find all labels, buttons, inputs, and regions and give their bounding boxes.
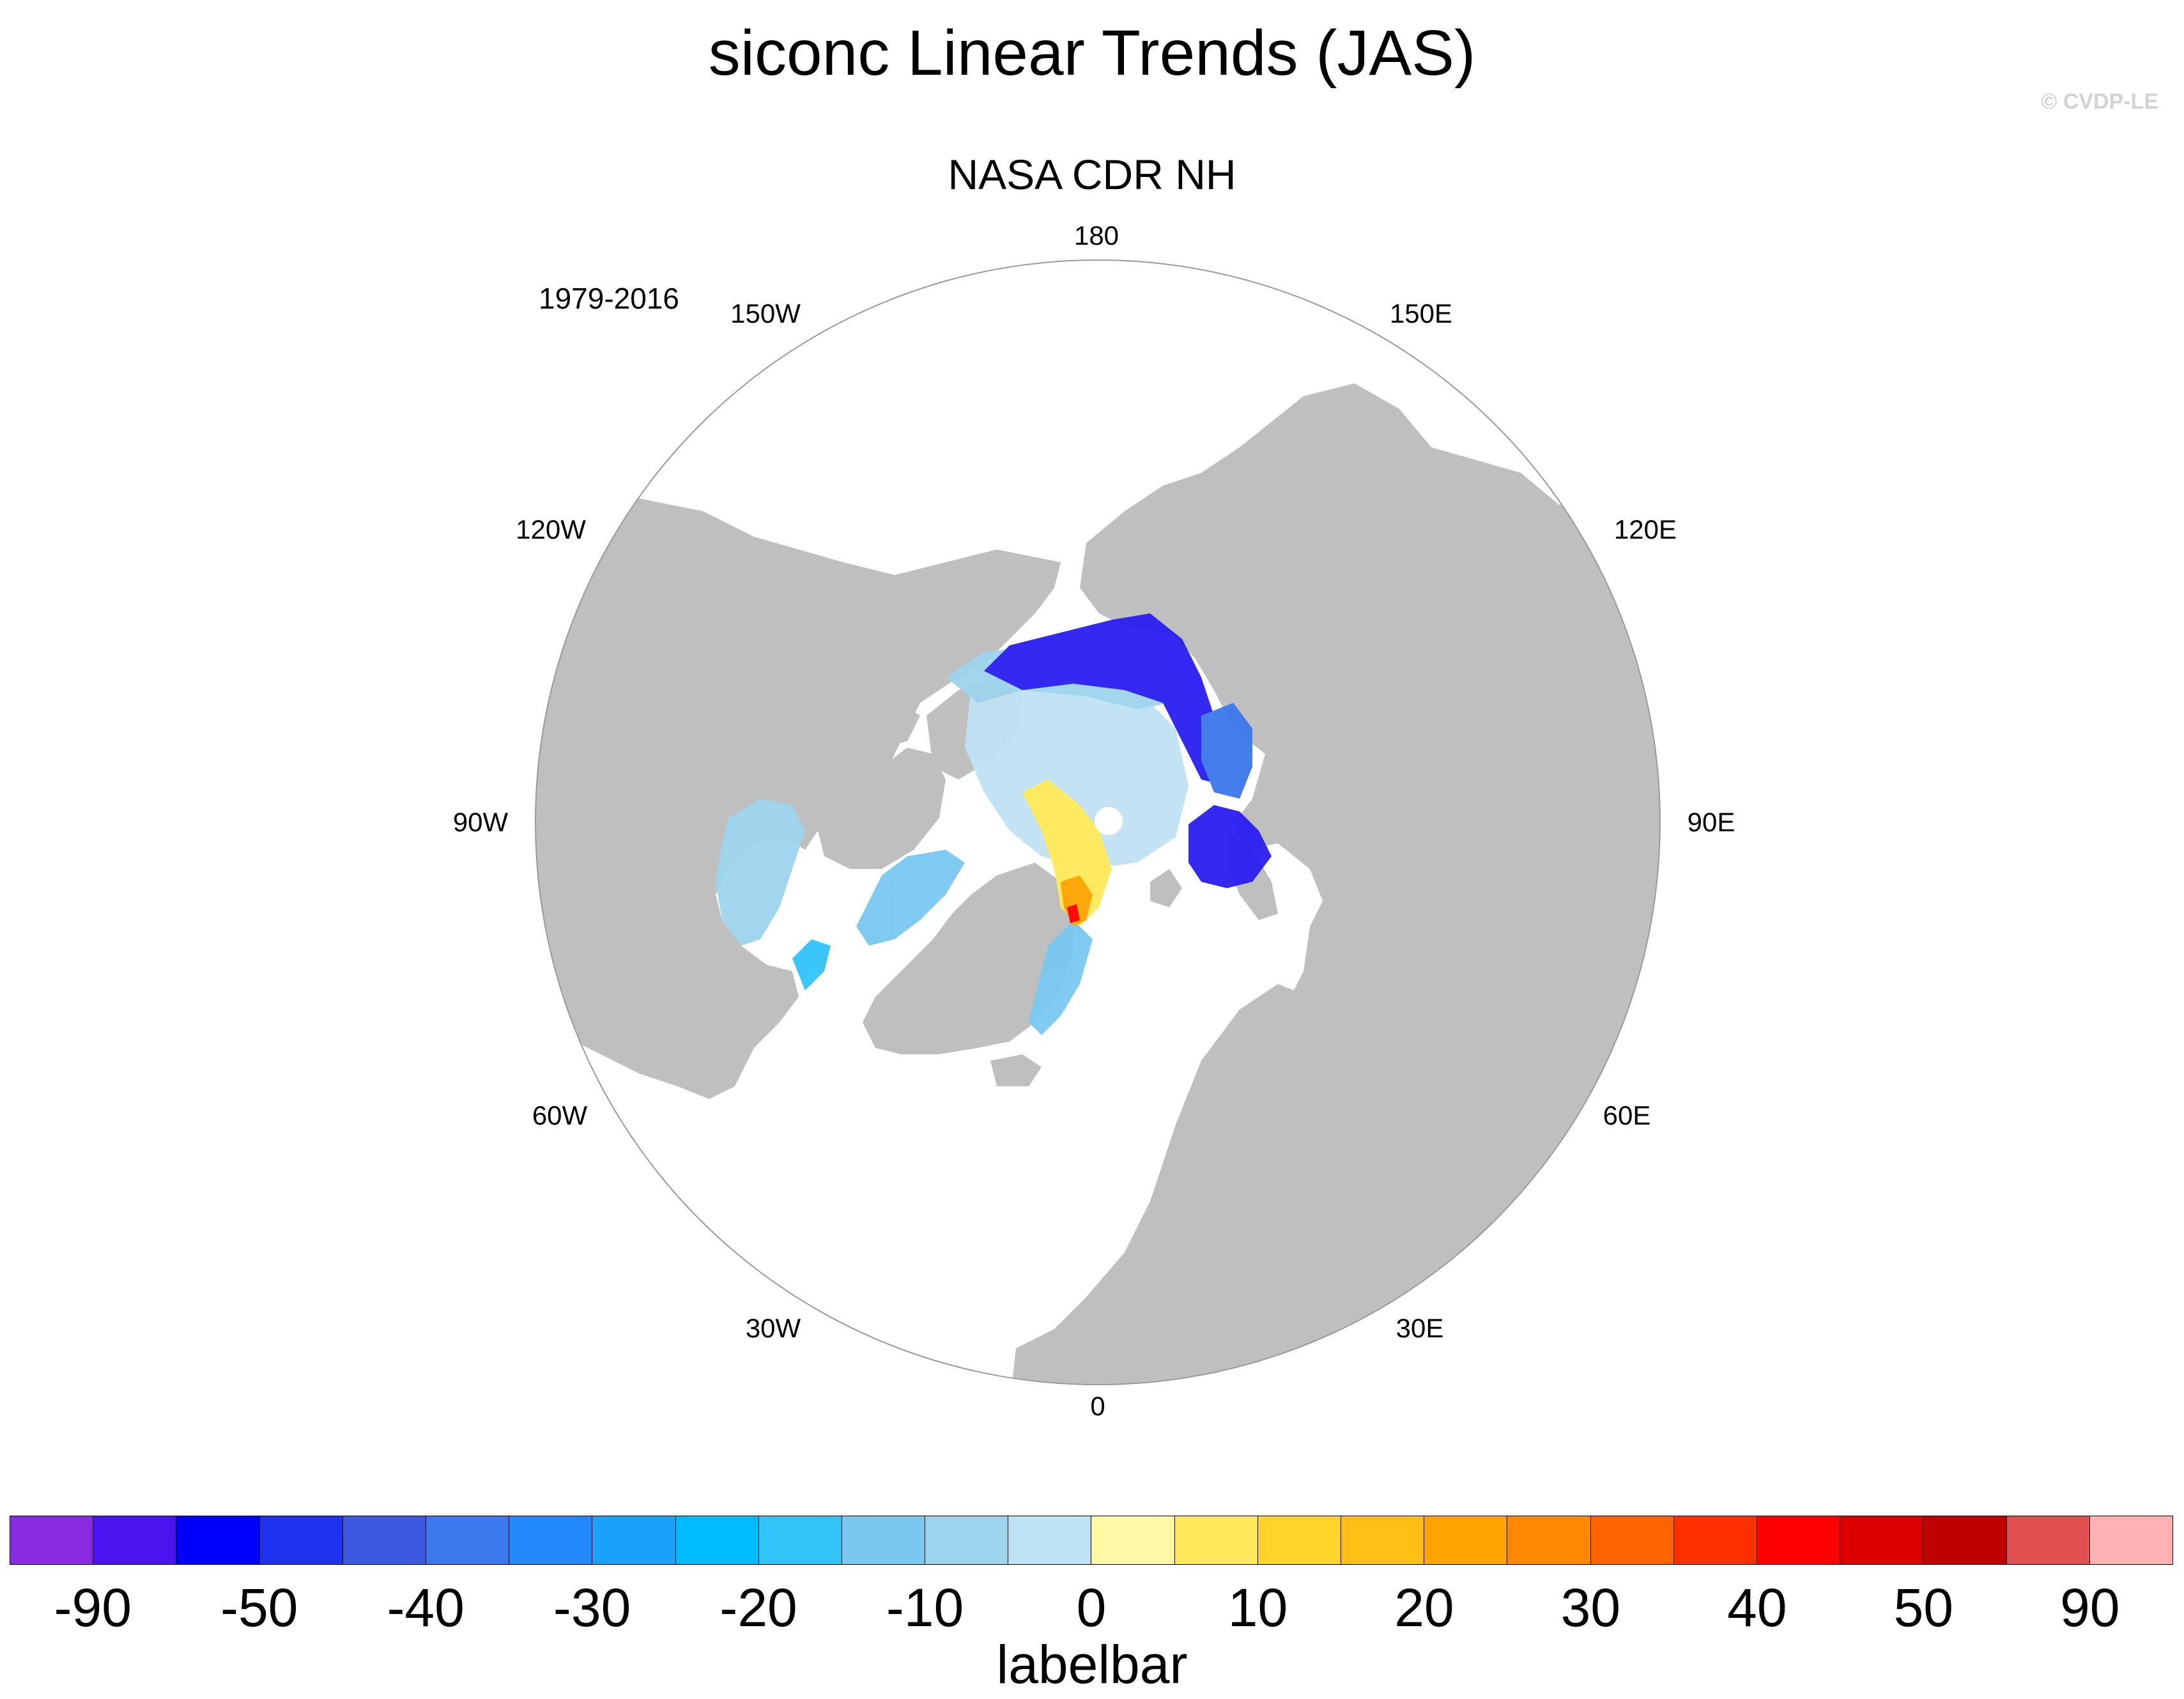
- period-label: 1979-2016: [539, 282, 679, 315]
- colorbar-cell: [10, 1516, 93, 1564]
- trend-deep-blue: [984, 613, 1233, 786]
- colorbar-tick-label: -30: [553, 1578, 631, 1638]
- colorbar-tick-label: 40: [1727, 1578, 1787, 1638]
- colorbar-cell: [1590, 1516, 1673, 1564]
- chart-title: siconc Linear Trends (JAS): [708, 17, 1476, 89]
- colorbar-cell: [925, 1516, 1008, 1564]
- land-greenland: [863, 863, 1073, 1054]
- land-svalbard: [1150, 869, 1182, 907]
- colorbar-cell: [2089, 1516, 2172, 1564]
- colorbar-cell: [1673, 1516, 1757, 1564]
- colorbar-cell: [1174, 1516, 1257, 1564]
- colorbar-tick-label: -10: [886, 1578, 964, 1638]
- colorbar-cell: [259, 1516, 342, 1564]
- colorbar-cell: [1507, 1516, 1590, 1564]
- land-north-america: [535, 498, 1061, 1099]
- colorbar-cell: [592, 1516, 675, 1564]
- colorbar-title: labelbar: [996, 1634, 1188, 1695]
- colorbar-cell: [1008, 1516, 1091, 1564]
- pole-hole: [1095, 807, 1123, 835]
- colorbar-cell: [1257, 1516, 1341, 1564]
- land-iceland: [990, 1054, 1042, 1086]
- trend-kara-blue: [1188, 805, 1272, 888]
- colorbar-cell: [1840, 1516, 1923, 1564]
- map-border: [535, 259, 1661, 1385]
- colorbar-cell: [1091, 1516, 1174, 1564]
- colorbar-tick-label: -90: [54, 1578, 132, 1638]
- lon-label-120e: 120E: [1613, 514, 1677, 544]
- lon-label-120w: 120W: [516, 514, 586, 544]
- colorbar-cell: [1923, 1516, 2006, 1564]
- colorbar-tick-label: -50: [220, 1578, 298, 1638]
- lon-label-30w: 30W: [745, 1313, 801, 1343]
- colorbar-cell: [1424, 1516, 1507, 1564]
- subtitle: NASA CDR NH: [948, 151, 1236, 198]
- trend-east-greenland: [1029, 920, 1093, 1035]
- colorbar-cell: [1341, 1516, 1424, 1564]
- colorbar-tick-label: 50: [1893, 1578, 1954, 1638]
- colorbar-tick-label: -20: [719, 1578, 797, 1638]
- lon-label-30e: 30E: [1396, 1313, 1444, 1343]
- lon-label-0: 0: [1090, 1391, 1105, 1421]
- colorbar-tick-label: 20: [1394, 1578, 1454, 1638]
- lon-label-180: 180: [1073, 220, 1119, 250]
- colorbar-cell: [2006, 1516, 2089, 1564]
- trend-hudson: [716, 799, 805, 946]
- colorbar-cell: [758, 1516, 842, 1564]
- colorbar-tick-label: 30: [1560, 1578, 1621, 1638]
- trend-baffin-bay: [856, 850, 965, 946]
- colorbar: [10, 1516, 2173, 1565]
- sea-ice-trend-field: [716, 613, 1272, 1035]
- land-baffin-island: [818, 748, 946, 869]
- copyright-label: © CVDP-LE: [2041, 89, 2158, 114]
- colorbar-cell: [93, 1516, 176, 1564]
- trend-mid-blue: [1201, 703, 1252, 799]
- lon-label-150e: 150E: [1389, 298, 1453, 328]
- colorbar-cell: [675, 1516, 758, 1564]
- colorbar-tick-label: -40: [387, 1578, 465, 1638]
- trend-light-blue: [965, 665, 1188, 869]
- lon-label-60w: 60W: [532, 1100, 588, 1130]
- map-disk: [535, 260, 1660, 1385]
- polar-map: [535, 259, 1661, 1385]
- colorbar-tick-label: 90: [2060, 1578, 2120, 1638]
- lon-label-90e: 90E: [1687, 807, 1735, 837]
- colorbar-tick-label: 10: [1227, 1578, 1288, 1638]
- trend-positive-red: [1067, 904, 1080, 923]
- colorbar-tick-label: 0: [1076, 1578, 1107, 1638]
- colorbar-cell: [342, 1516, 426, 1564]
- colorbar-cell: [425, 1516, 509, 1564]
- land-scandinavia: [1150, 984, 1310, 1272]
- colorbar-cell: [841, 1516, 925, 1564]
- colorbar-cell: [1756, 1516, 1840, 1564]
- colorbar-cell: [176, 1516, 259, 1564]
- lon-label-60e: 60E: [1603, 1100, 1651, 1130]
- lon-label-90w: 90W: [452, 807, 509, 837]
- trend-labrador: [792, 939, 831, 990]
- colorbar-cell: [509, 1516, 592, 1564]
- lon-label-150w: 150W: [730, 298, 801, 328]
- land-islands: [831, 703, 920, 780]
